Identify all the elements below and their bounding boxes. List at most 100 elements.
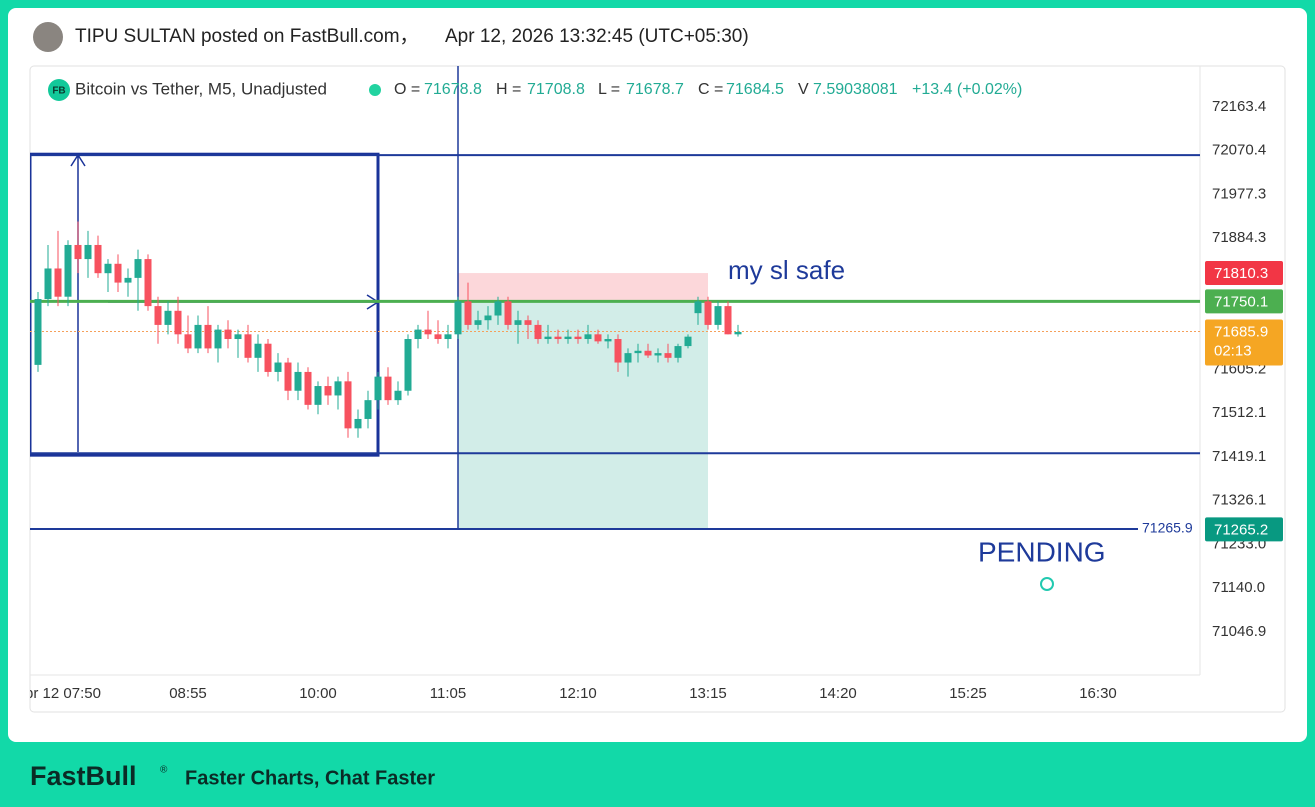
candle-body bbox=[654, 353, 662, 356]
legend-value: 71678.7 bbox=[626, 81, 684, 98]
candle-body bbox=[274, 362, 282, 372]
legend-label: H = bbox=[496, 81, 521, 98]
candle-body bbox=[164, 310, 172, 325]
candle-body bbox=[534, 324, 542, 340]
y-tick-label: 71046.9 bbox=[1212, 623, 1266, 640]
candle-body bbox=[724, 306, 732, 335]
timestamp: Apr 12, 2026 13:32:45 (UTC+05:30) bbox=[445, 26, 749, 47]
legend-symbol: Bitcoin vs Tether, M5, Unadjusted bbox=[75, 79, 327, 98]
candle-body bbox=[354, 418, 362, 429]
price-tag bbox=[1205, 319, 1283, 366]
legend-value: 71678.8 bbox=[424, 81, 482, 98]
legend-change: +13.4 (+0.02%) bbox=[912, 81, 1022, 98]
x-tick-label: 10:00 bbox=[299, 685, 337, 702]
candle-body bbox=[414, 329, 422, 340]
candle-body bbox=[544, 336, 552, 340]
countdown: 02:13 bbox=[1214, 343, 1252, 360]
candle-body bbox=[134, 259, 142, 278]
candle-body bbox=[624, 353, 632, 363]
avatar bbox=[33, 22, 63, 52]
y-tick-label: 71512.1 bbox=[1212, 404, 1266, 421]
x-tick-label: 12:10 bbox=[559, 685, 597, 702]
candle-body bbox=[454, 301, 462, 335]
candle-body bbox=[564, 336, 572, 340]
y-tick-label: 71326.1 bbox=[1212, 492, 1266, 509]
candle-body bbox=[404, 339, 412, 391]
footer-tagline: Faster Charts, Chat Faster bbox=[185, 767, 435, 789]
candle-body bbox=[424, 329, 432, 335]
axes: 72163.472070.471977.371884.371605.271512… bbox=[1212, 98, 1266, 640]
candle-body bbox=[114, 263, 122, 283]
y-tick-label: 71977.3 bbox=[1212, 185, 1266, 202]
candle-body bbox=[494, 301, 502, 316]
candle-body bbox=[44, 268, 52, 300]
candle-body bbox=[604, 339, 612, 342]
candle-body bbox=[194, 324, 202, 349]
x-tick-label: 14:20 bbox=[819, 685, 857, 702]
candle-body bbox=[344, 381, 352, 429]
y-tick-label: 71140.0 bbox=[1212, 579, 1265, 596]
footer-brand: FastBull bbox=[30, 761, 137, 791]
target-zone bbox=[458, 301, 708, 530]
candle-body bbox=[394, 390, 402, 401]
candle-body bbox=[84, 244, 92, 260]
x-tick-label: 08:55 bbox=[169, 685, 207, 702]
candle-body bbox=[514, 320, 522, 325]
plot bbox=[30, 66, 1200, 531]
candle-body bbox=[314, 386, 322, 405]
x-tick-label: 11:05 bbox=[430, 685, 466, 702]
annotation: my sl safe bbox=[728, 255, 845, 285]
legend-value: 7.59038081 bbox=[813, 81, 898, 98]
candle-body bbox=[144, 259, 152, 307]
candle-body bbox=[644, 350, 652, 356]
candle-body bbox=[34, 299, 42, 365]
candle-body bbox=[174, 310, 182, 335]
status-dot bbox=[369, 84, 381, 96]
candle-body bbox=[294, 371, 302, 391]
candle-body bbox=[184, 334, 192, 349]
y-tick-label: 71884.3 bbox=[1212, 229, 1266, 246]
candle-body bbox=[704, 301, 712, 325]
candle-body bbox=[684, 336, 692, 347]
stop-zone bbox=[458, 273, 708, 302]
candle-body bbox=[74, 244, 82, 260]
candle-body bbox=[594, 334, 602, 342]
legend-label: L = bbox=[598, 81, 620, 98]
candle-body bbox=[264, 343, 272, 372]
legend-icon: FB bbox=[52, 86, 65, 97]
candle-body bbox=[254, 343, 262, 358]
price-tag bbox=[1205, 261, 1283, 286]
candle-body bbox=[94, 244, 102, 274]
legend-label: V bbox=[798, 81, 809, 98]
candle-body bbox=[204, 324, 212, 349]
candle-body bbox=[734, 331, 742, 335]
legend-label: O = bbox=[394, 81, 420, 98]
candle-body bbox=[244, 334, 252, 358]
candle-body bbox=[614, 339, 622, 363]
legend-value: 71684.5 bbox=[726, 81, 784, 98]
legend-label: C = bbox=[698, 81, 723, 98]
candle-body bbox=[434, 334, 442, 340]
candle-body bbox=[464, 301, 472, 325]
x-tick-label: 15:25 bbox=[949, 685, 987, 702]
candle-body bbox=[104, 263, 112, 274]
candle-body bbox=[54, 268, 62, 297]
candle-body bbox=[474, 320, 482, 325]
candle-body bbox=[124, 277, 132, 283]
candle-body bbox=[64, 244, 72, 297]
price-tag-label: 71685.9 bbox=[1214, 324, 1268, 341]
candle-body bbox=[524, 320, 532, 325]
candle-body bbox=[304, 371, 312, 405]
legend-icon-bg bbox=[48, 79, 70, 101]
candle-body bbox=[384, 376, 392, 401]
price-tag-label: 71810.3 bbox=[1214, 265, 1268, 282]
x-tick-label: Apr 12 07:50 bbox=[15, 685, 101, 702]
candle-body bbox=[694, 301, 702, 314]
candle-body bbox=[674, 346, 682, 358]
annotation: PENDING bbox=[978, 536, 1106, 567]
candle-body bbox=[574, 336, 582, 340]
candle-body bbox=[714, 306, 722, 325]
x-tick-label: 16:30 bbox=[1079, 685, 1117, 702]
